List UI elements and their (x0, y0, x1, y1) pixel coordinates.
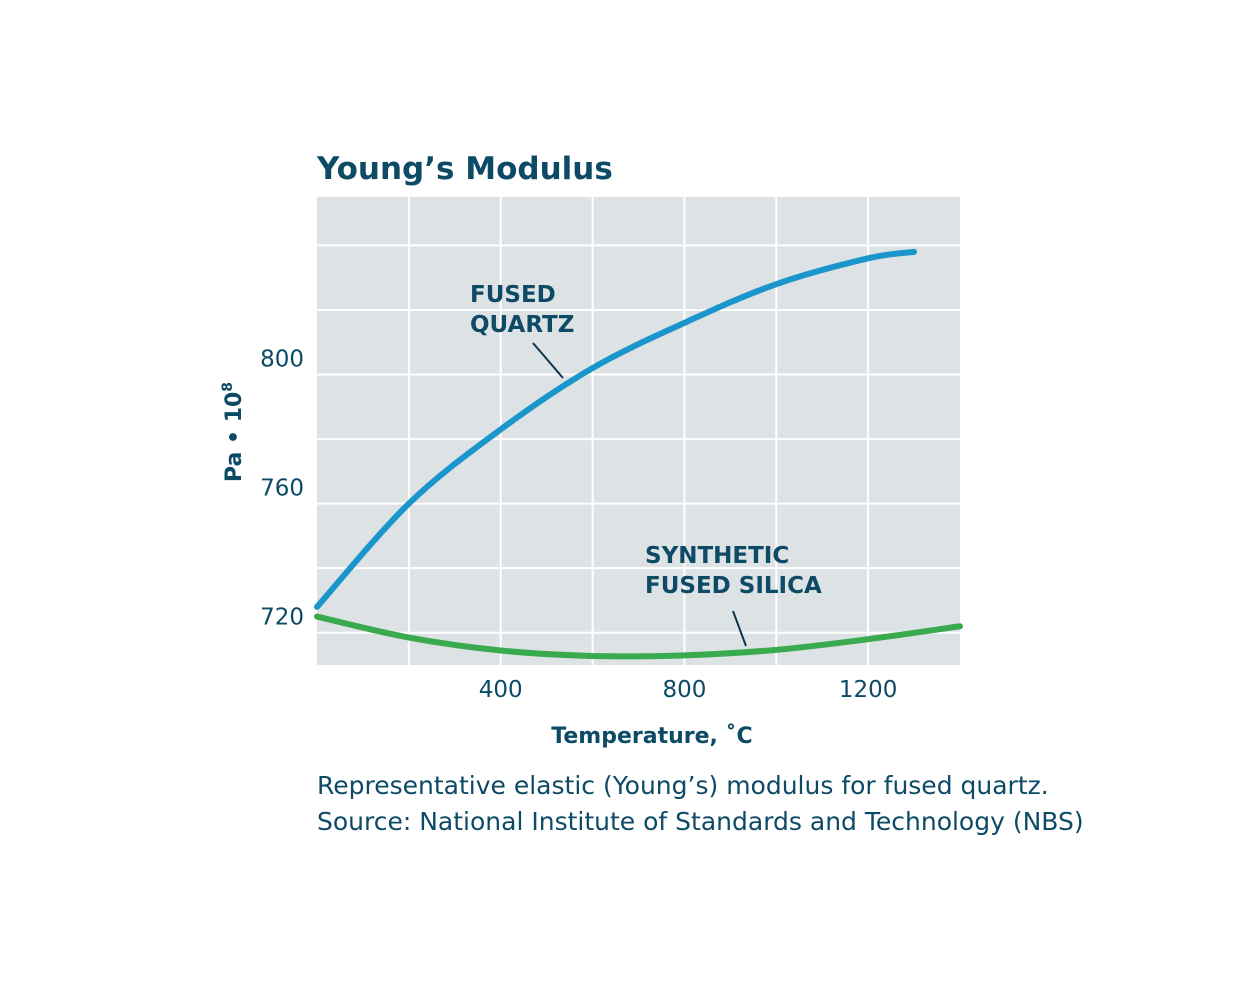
leader-line-synthetic-fused-silica (732, 610, 747, 647)
y-tick-label: 720 (260, 605, 304, 631)
series-layer (314, 248, 963, 660)
caption-line-2: Source: National Institute of Standards … (317, 807, 1084, 836)
x-tick-label: 800 (662, 677, 706, 703)
plot-area (317, 197, 960, 665)
x-tick-label: 1200 (839, 677, 898, 703)
y-axis-label-text: Pa • 10 (222, 392, 247, 482)
caption-line-1: Representative elastic (Young’s) modulus… (317, 771, 1049, 800)
annotations: FUSED QUARTZ SYNTHETIC FUSED SILICA (470, 282, 822, 647)
caption: Representative elastic (Young’s) modulus… (317, 768, 1084, 840)
y-axis-label-exponent: 8 (220, 382, 236, 392)
series-label-synthetic-fused-silica: SYNTHETIC FUSED SILICA (645, 543, 822, 599)
series-label-line: FUSED (470, 282, 556, 308)
series-label-line: FUSED SILICA (645, 573, 822, 599)
x-tick-label: 400 (479, 677, 523, 703)
series-line-synthetic-fused-silica (314, 613, 963, 660)
x-axis-label: Temperature, ˚C (551, 724, 752, 749)
y-axis-label: Pa • 108 (220, 382, 247, 482)
series-label-line: QUARTZ (470, 312, 574, 338)
x-tick-labels: 400 800 1200 (479, 677, 898, 703)
series-label-fused-quartz: FUSED QUARTZ (470, 282, 574, 338)
leader-line-fused-quartz (532, 342, 564, 379)
y-tick-labels: 720 760 800 (260, 347, 304, 631)
y-tick-label: 760 (260, 476, 304, 502)
y-tick-label: 800 (260, 347, 304, 373)
grid (317, 197, 960, 665)
series-label-line: SYNTHETIC (645, 543, 789, 569)
series-line-fused-quartz (314, 248, 918, 610)
chart-title: Young’s Modulus (316, 151, 613, 187)
